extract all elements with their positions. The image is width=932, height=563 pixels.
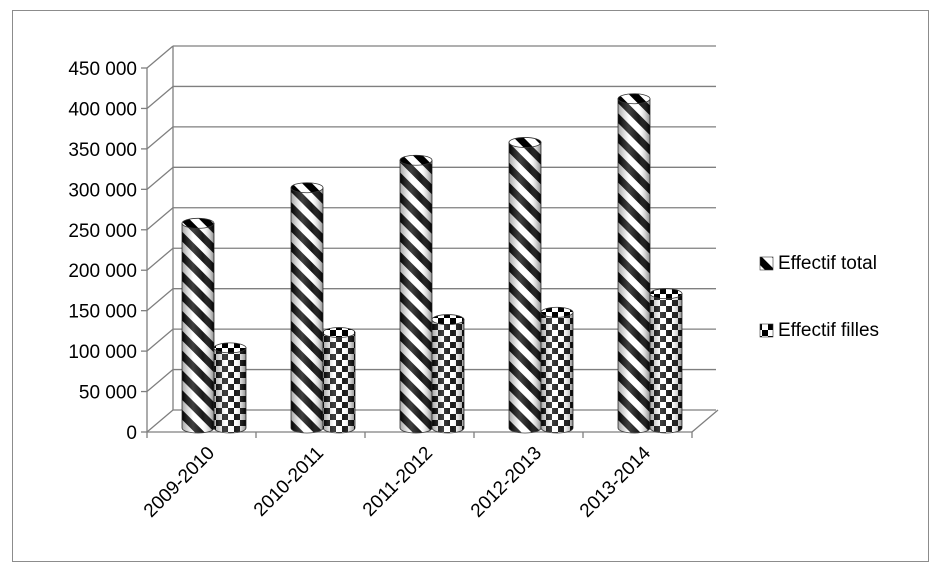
x-tick-label: 2010-2011 — [250, 443, 328, 521]
y-tick-label: 300 000 — [68, 180, 137, 201]
gridline-side — [146, 328, 174, 352]
bar-shading — [650, 293, 682, 433]
bar-shading — [618, 98, 650, 433]
bar — [617, 93, 651, 434]
y-tick-label: 100 000 — [68, 342, 137, 363]
bar — [508, 137, 542, 434]
bar-top — [181, 217, 215, 229]
y-tick-label: 250 000 — [68, 221, 137, 242]
gridline-side — [146, 288, 174, 312]
legend-label: Effectif filles — [778, 320, 879, 341]
bar-shading — [291, 187, 323, 433]
legend: Effectif total Effectif filles — [759, 253, 879, 341]
y-tick-label: 50 000 — [79, 383, 137, 404]
bar-top — [322, 327, 356, 338]
gridline-side — [146, 207, 174, 231]
bar — [322, 327, 356, 434]
y-tick-label: 150 000 — [68, 302, 137, 323]
x-tick-label: 2012-2013 — [467, 443, 546, 522]
x-axis-ticks: 2009-2010 2010-2011 2011-2012 2012-2013 2013… — [140, 442, 655, 521]
legend-label: Effectif total — [778, 253, 877, 274]
bar-shading — [182, 223, 214, 433]
bar — [290, 182, 324, 434]
y-tick-label: 200 000 — [68, 261, 137, 282]
bar-top — [508, 137, 542, 148]
x-tick-label: 2009-2010 — [140, 443, 219, 522]
gridline-side — [146, 369, 174, 393]
bar — [399, 154, 433, 434]
gridline-side — [146, 45, 174, 69]
gridline-side — [146, 85, 174, 109]
y-axis-ticks: 0 50 000 100 000 150 000 200 000 250 000 300 0… — [68, 59, 137, 444]
bar — [540, 306, 574, 434]
chart-frame — [12, 10, 929, 562]
legend-swatch — [759, 323, 774, 338]
bar — [649, 288, 683, 434]
gridline-side — [146, 247, 174, 271]
x-tick-label: 2013-2014 — [576, 442, 655, 521]
bar-top — [399, 154, 433, 166]
bar-shading — [400, 160, 432, 434]
gridline-side — [146, 166, 174, 190]
bar-shading — [509, 142, 541, 433]
gridline-side — [146, 409, 174, 433]
bars — [181, 93, 683, 434]
y-tick-label: 0 — [126, 423, 137, 444]
legend-item: Effectif filles — [759, 320, 879, 341]
y-tick-label: 350 000 — [68, 140, 137, 161]
bar-shading — [432, 319, 464, 433]
bar-top — [649, 288, 683, 300]
y-tick-label: 400 000 — [68, 99, 137, 120]
bar-top — [540, 306, 574, 318]
gridline-side — [146, 126, 174, 150]
bar-top — [617, 93, 651, 105]
bar-shading — [323, 332, 355, 433]
y-tick-label: 450 000 — [68, 59, 137, 80]
bar — [431, 314, 465, 434]
legend-item: Effectif total — [759, 253, 877, 274]
bar-shading — [214, 347, 246, 433]
floor-right-edge — [691, 409, 719, 433]
x-tick-label: 2011-2012 — [359, 443, 437, 521]
bar-top — [213, 342, 247, 354]
bar-shading — [541, 312, 573, 433]
bar — [213, 342, 247, 434]
legend-swatch — [759, 256, 774, 271]
bar — [181, 217, 215, 434]
bar-top — [431, 314, 465, 325]
bar-top — [290, 182, 324, 194]
